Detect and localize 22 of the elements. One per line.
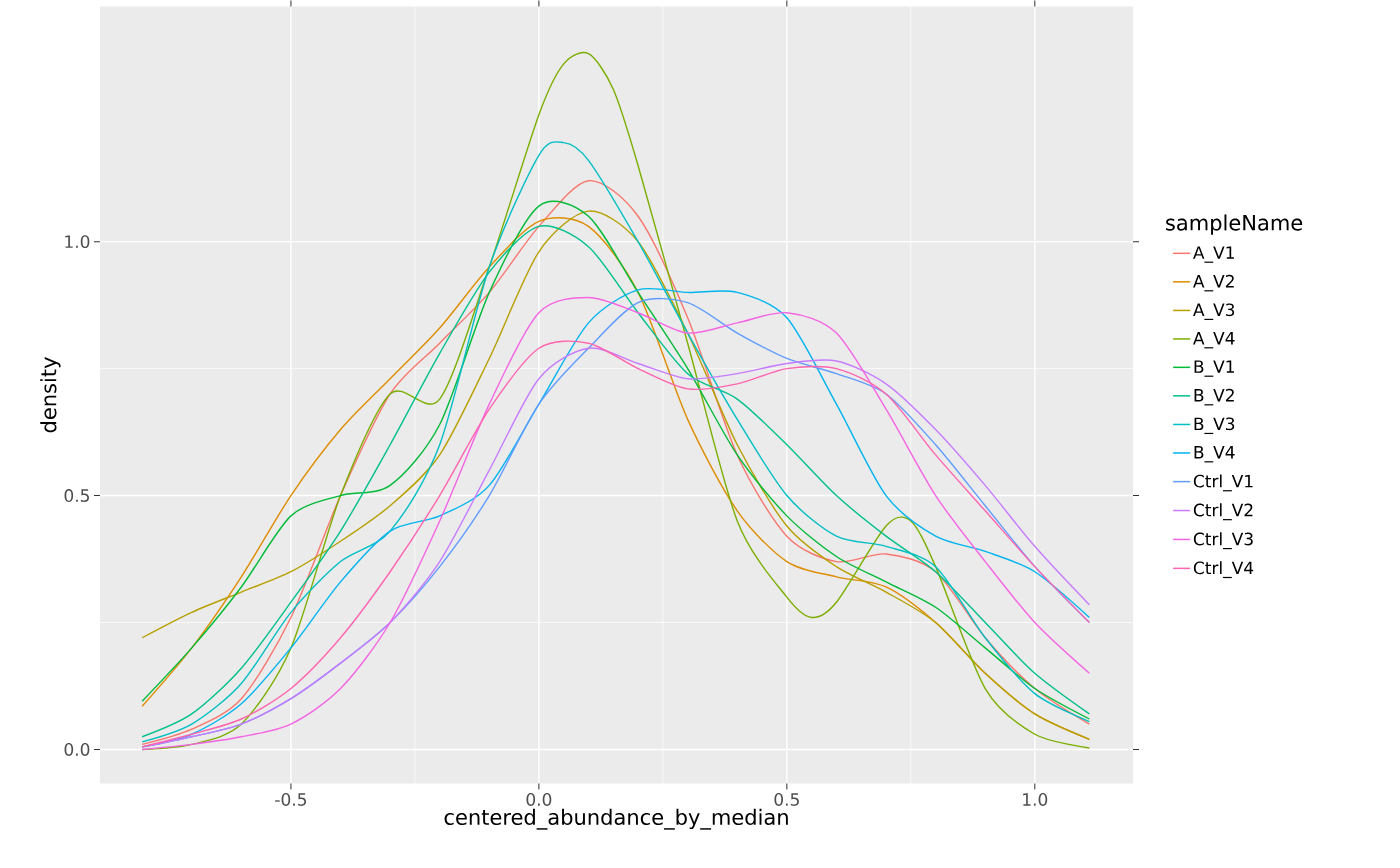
legend-label: B_V3 — [1194, 417, 1235, 435]
legend-label: Ctrl_V4 — [1193, 561, 1254, 579]
x-tick-label: 0.0 — [526, 793, 552, 807]
legend-label: A_V1 — [1193, 246, 1234, 264]
y-tick-label: 0.0 — [64, 743, 90, 757]
legend-label: A_V4 — [1193, 332, 1235, 349]
legend-label: Ctrl_V1 — [1193, 474, 1253, 492]
x-axis-title: centered_abundance_by_median — [444, 809, 788, 830]
y-tick-label: 0.5 — [64, 489, 89, 503]
legend-label: B_V2 — [1194, 389, 1234, 406]
y-tick-label: 1.0 — [65, 235, 90, 249]
legend-label: A_V3 — [1193, 303, 1235, 321]
x-tick-label: 0.5 — [774, 793, 799, 807]
y-axis-title: density — [40, 357, 61, 433]
legend-label: A_V2 — [1193, 275, 1234, 292]
legend-label: B_V1 — [1194, 360, 1234, 378]
x-tick-label: 1.0 — [1023, 793, 1048, 807]
legend-label: Ctrl_V3 — [1193, 532, 1253, 550]
x-tick-label: -0.5 — [275, 793, 307, 807]
legend-label: Ctrl_V2 — [1193, 503, 1253, 521]
legend-label: B_V4 — [1194, 446, 1235, 463]
legend-title: sampleName — [1166, 214, 1303, 235]
